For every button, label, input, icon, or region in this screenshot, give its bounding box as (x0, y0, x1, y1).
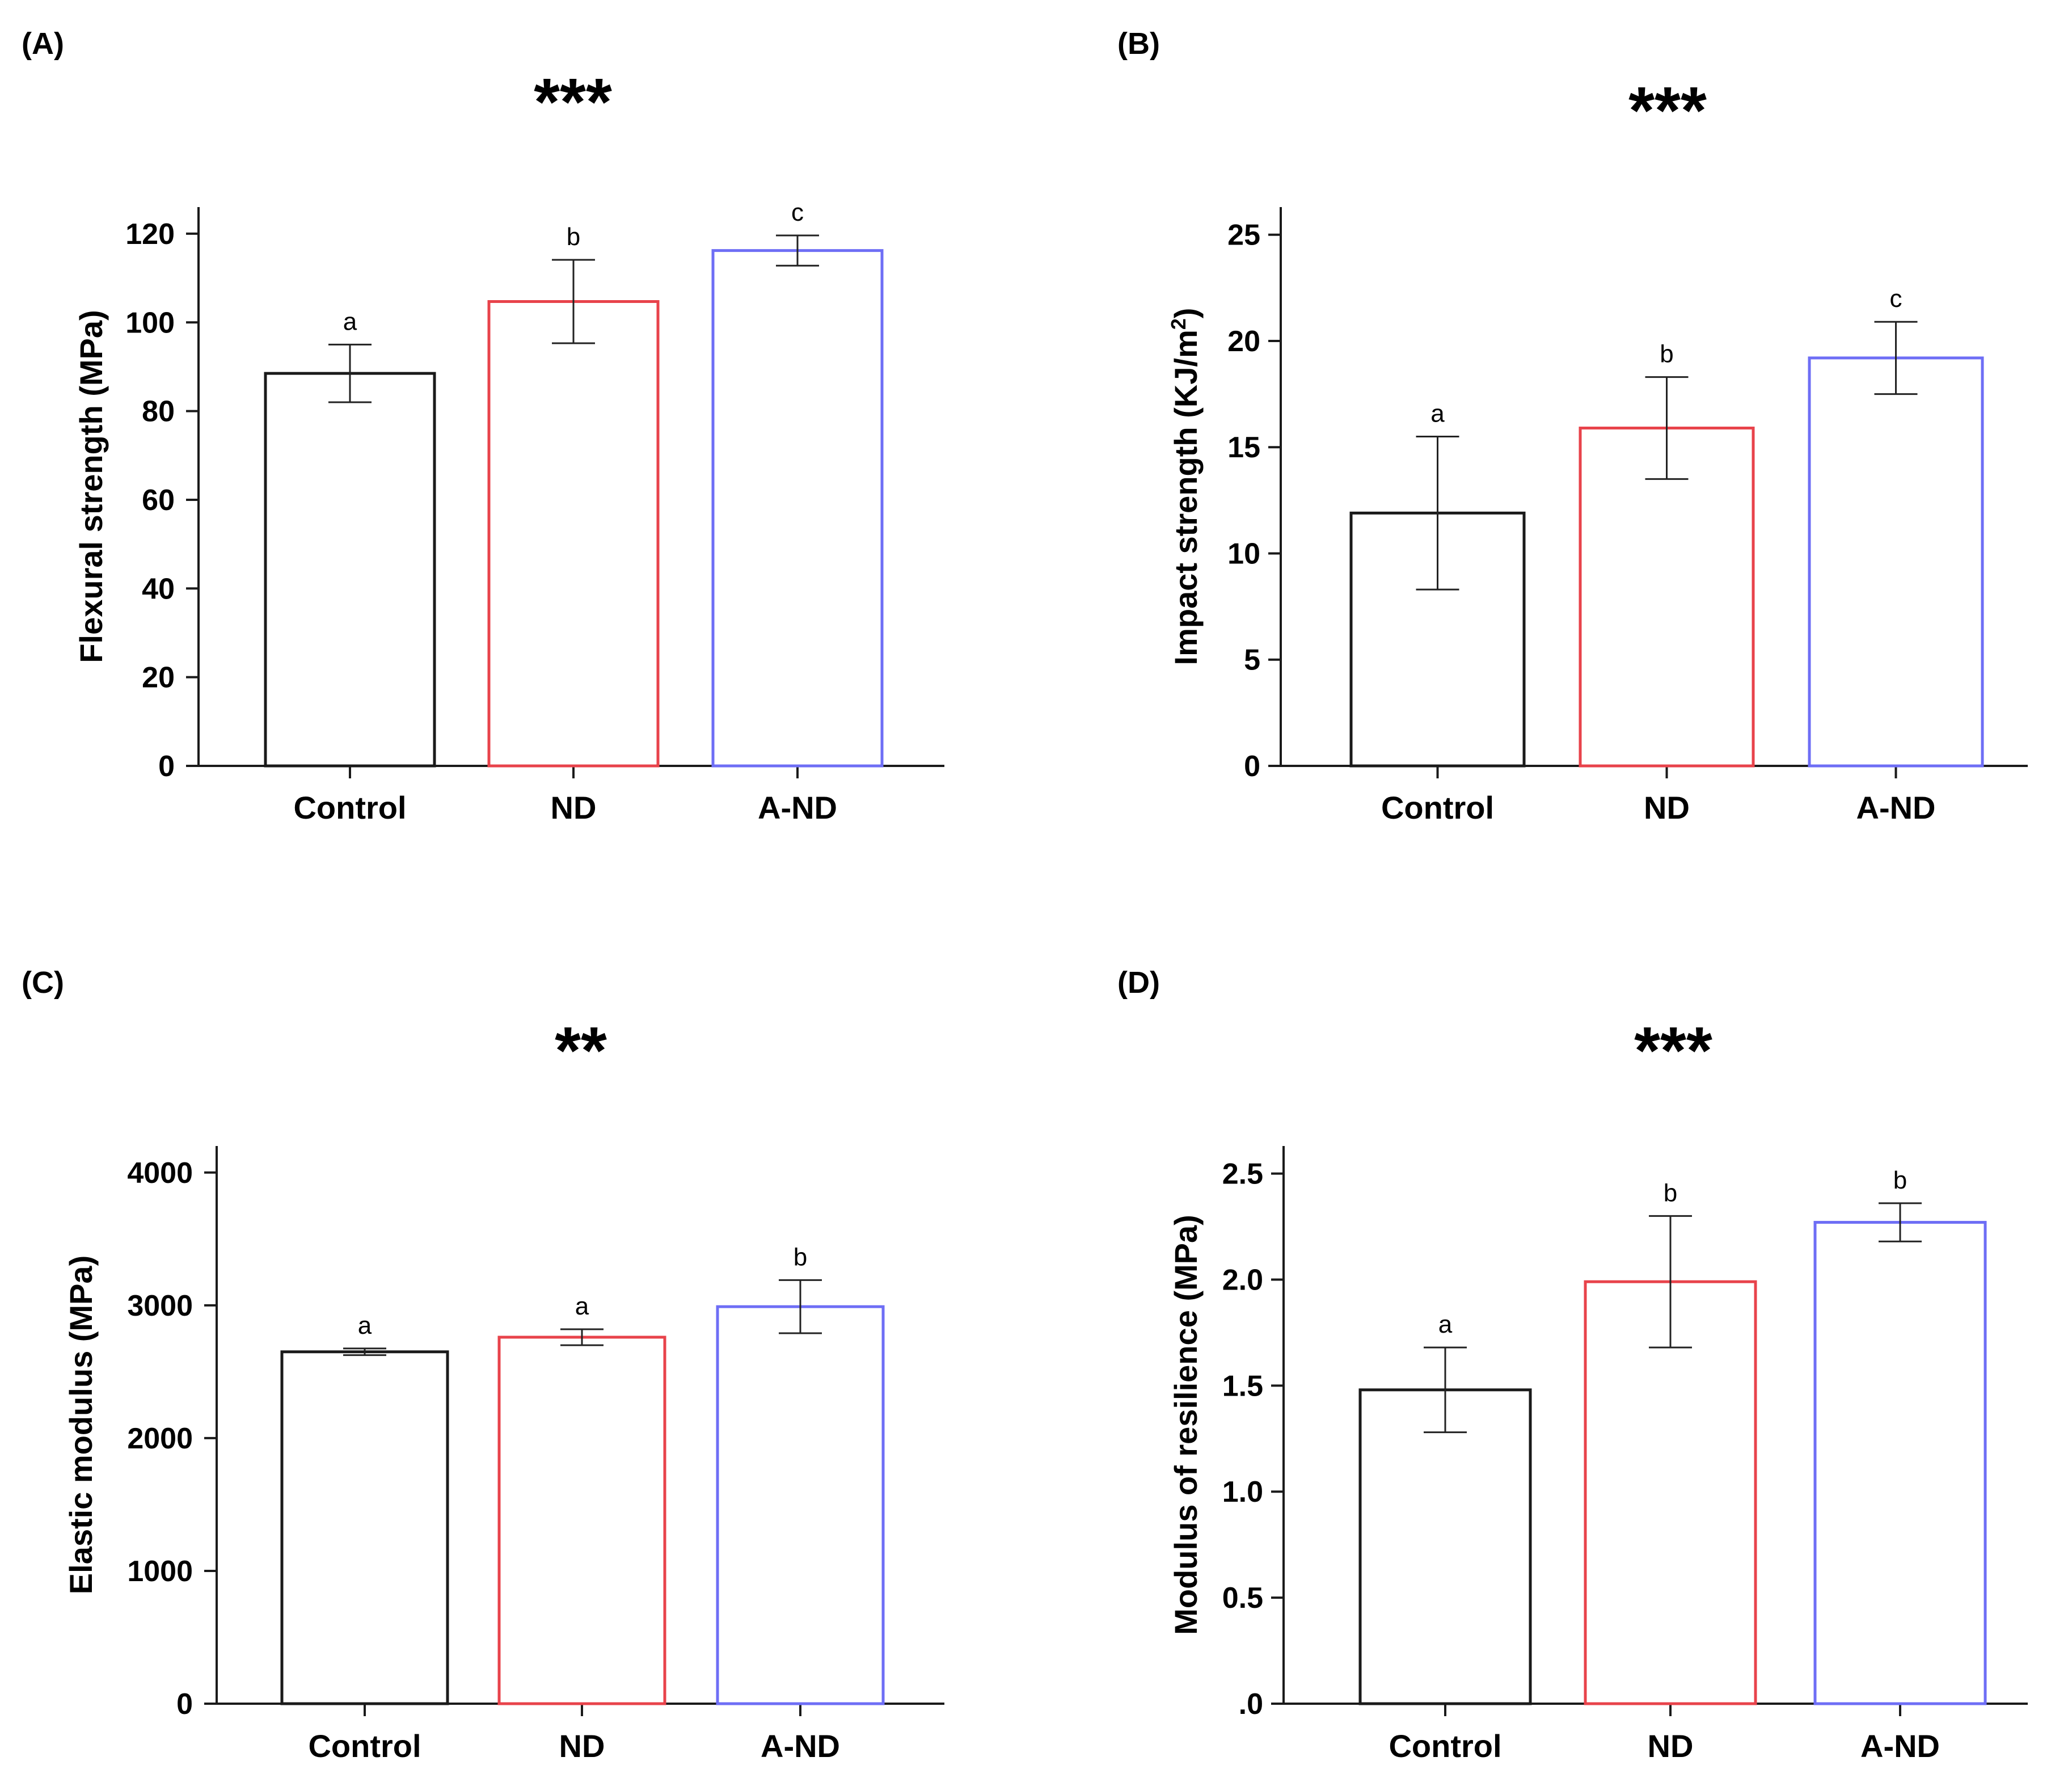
y-tick-label: 0.5 (1222, 1582, 1263, 1615)
bar-a-nd (1808, 356, 1984, 768)
y-tick-label: 20 (1227, 325, 1260, 358)
group-letter: a (358, 1312, 372, 1339)
significance-marker: ** (555, 1013, 607, 1088)
group-letter: c (791, 199, 804, 226)
y-tick-label: 1000 (127, 1555, 193, 1588)
bar-a-nd (716, 1305, 885, 1705)
bar-nd (497, 1335, 666, 1705)
bar-a-nd (1813, 1221, 1987, 1705)
group-letter: c (1890, 285, 1902, 313)
y-tick-label: 5 (1244, 644, 1260, 677)
y-tick-label: 40 (142, 572, 175, 605)
y-tick-label: 4000 (127, 1157, 193, 1190)
x-category-label: A-ND (758, 790, 837, 825)
panel-label: (B) (1117, 27, 1160, 61)
bar-a-nd (711, 249, 884, 768)
group-letter: a (1430, 399, 1445, 427)
y-tick-label: 15 (1227, 431, 1260, 464)
y-tick-label: 3000 (127, 1290, 193, 1322)
x-category-label: Control (293, 790, 406, 825)
x-category-label: Control (308, 1728, 421, 1764)
y-tick-label: 2000 (127, 1422, 193, 1455)
bar-control (264, 372, 436, 768)
y-axis-title-main: Impact strength (KJ/m (1168, 330, 1204, 665)
group-letter: b (567, 223, 580, 251)
panel-label: (C) (22, 966, 64, 1000)
panel-label: (D) (1117, 966, 1160, 1000)
bar-control (1358, 1388, 1532, 1705)
y-axis-title: Impact strength (KJ/m2) (1167, 308, 1204, 665)
significance-marker: *** (1634, 1013, 1712, 1088)
y-tick-label: 0 (1244, 750, 1260, 783)
group-letter: a (575, 1292, 589, 1320)
group-letter: a (1438, 1311, 1453, 1338)
chart-panel-d: (D) *** .0 0.5 1.0 1.5 2.0 2.5 Modulus of resili… (1117, 966, 2028, 1764)
group-letter: b (1664, 1179, 1677, 1207)
y-tick-label: 1.0 (1222, 1476, 1263, 1509)
y-tick-label: 2.5 (1222, 1158, 1263, 1191)
y-tick-label: 80 (142, 395, 175, 428)
chart-panel-b: (B) *** 0 5 10 15 20 25 Impact strength (KJ/m2) a… (1117, 27, 2028, 825)
x-category-label: Control (1381, 790, 1494, 825)
group-letter: a (343, 307, 357, 335)
x-category-label: ND (551, 790, 597, 825)
x-category-label: A-ND (761, 1728, 840, 1764)
chart-panel-a: (A) *** 0 20 40 60 80 100 120 Flexural strength (… (22, 27, 944, 825)
y-tick-label: 0 (176, 1688, 193, 1721)
group-letter: b (1893, 1166, 1907, 1194)
chart-panel-c: (C) ** 0 1000 2000 3000 4000 Elastic modulus (M… (22, 966, 944, 1764)
y-tick-label: 20 (142, 662, 175, 694)
significance-marker: *** (534, 65, 612, 140)
y-tick-label: 10 (1227, 537, 1260, 570)
bar-control (280, 1350, 449, 1705)
y-tick-label: 120 (125, 218, 175, 251)
y-axis-title-end: ) (1168, 308, 1204, 319)
y-tick-label: 100 (125, 306, 175, 339)
significance-marker: *** (1628, 73, 1707, 148)
y-tick-label: 25 (1227, 219, 1260, 252)
x-category-label: A-ND (1856, 790, 1936, 825)
x-category-label: A-ND (1860, 1728, 1940, 1764)
y-tick-label: 0 (158, 750, 175, 783)
y-tick-label: .0 (1239, 1688, 1263, 1721)
y-tick-label: 2.0 (1222, 1263, 1263, 1296)
panel-label: (A) (22, 27, 64, 61)
group-letter: b (794, 1243, 807, 1271)
y-axis-title: Elastic modulus (MPa) (63, 1255, 99, 1594)
y-axis-title: Flexural strength (MPa) (73, 310, 109, 663)
x-category-label: ND (1644, 790, 1690, 825)
x-category-label: ND (1648, 1728, 1694, 1764)
y-tick-label: 1.5 (1222, 1370, 1263, 1402)
bar-nd (487, 300, 660, 768)
y-axis-title-superscript: 2 (1167, 318, 1190, 330)
group-letter: b (1660, 340, 1673, 368)
x-category-label: ND (559, 1728, 605, 1764)
y-axis-title: Modulus of resilience (MPa) (1168, 1215, 1204, 1635)
x-category-label: Control (1389, 1728, 1501, 1764)
y-tick-label: 60 (142, 484, 175, 517)
